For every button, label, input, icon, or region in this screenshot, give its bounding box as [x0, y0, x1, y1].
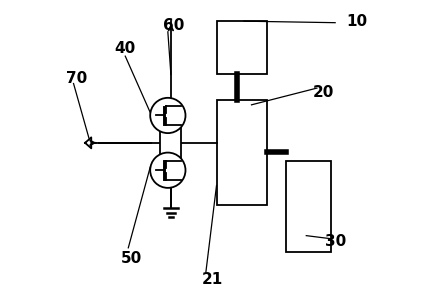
Text: 50: 50	[121, 251, 142, 266]
Text: 20: 20	[312, 85, 334, 100]
Text: 60: 60	[163, 18, 184, 33]
Text: 30: 30	[325, 234, 346, 249]
Circle shape	[150, 98, 185, 133]
Polygon shape	[85, 137, 91, 148]
Text: 21: 21	[201, 272, 223, 287]
Text: 10: 10	[346, 14, 367, 29]
Bar	[286, 161, 331, 252]
Bar	[217, 100, 267, 205]
Bar	[217, 21, 267, 74]
Bar	[160, 125, 181, 161]
Circle shape	[150, 153, 185, 188]
Text: 40: 40	[115, 41, 136, 56]
Text: 70: 70	[66, 72, 87, 87]
